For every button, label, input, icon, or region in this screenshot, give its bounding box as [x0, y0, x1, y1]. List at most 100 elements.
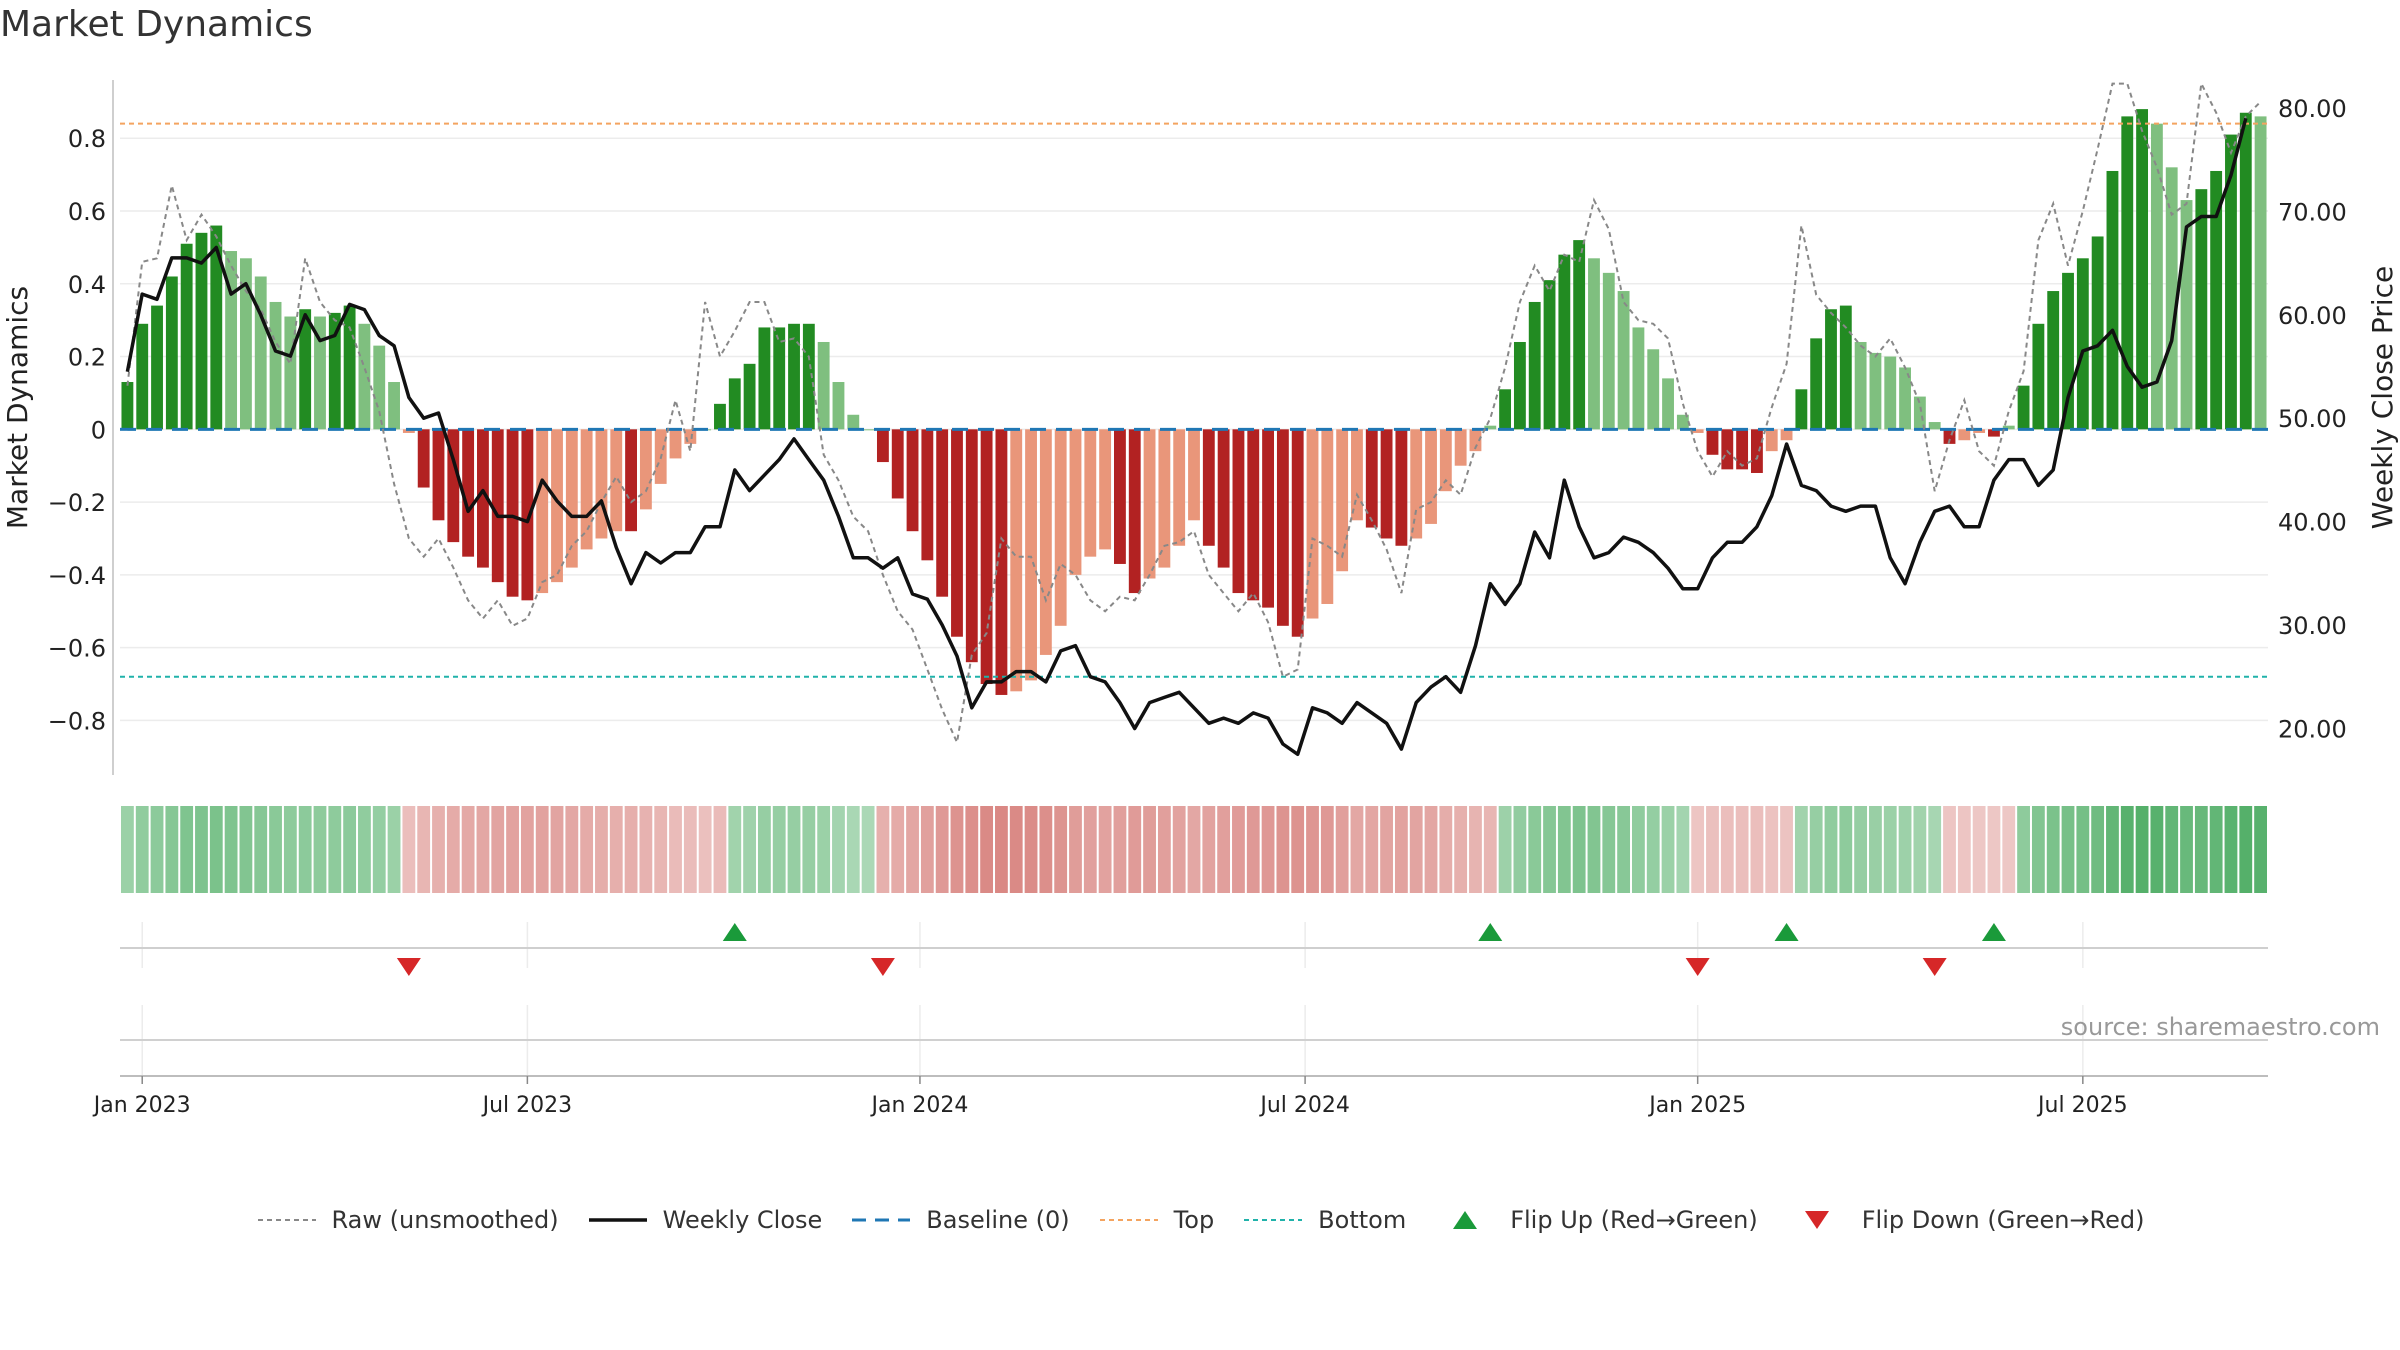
left-tick-label: −0.6 — [48, 635, 106, 663]
regime-cell — [2180, 806, 2193, 893]
regime-cell — [1632, 806, 1645, 893]
dynamics-bar — [210, 225, 223, 430]
regime-cell — [1854, 806, 1868, 893]
regime-cell — [832, 806, 845, 893]
left-tick-label: 0 — [91, 416, 106, 444]
legend-label-bottom: Bottom — [1318, 1206, 1407, 1234]
series-lines — [120, 80, 2268, 757]
regime-cell — [1365, 806, 1379, 893]
dynamics-bar — [1913, 396, 1926, 430]
regime-cell — [2239, 806, 2253, 893]
regime-cell — [520, 806, 534, 893]
dynamics-bar — [1410, 429, 1423, 539]
dynamics-bar — [1247, 429, 1260, 601]
regime-cell — [728, 806, 742, 893]
flip-up-marker — [1981, 923, 2006, 941]
regime-cell — [1617, 806, 1631, 893]
regime-cell — [506, 806, 519, 893]
regime-cell — [1439, 806, 1453, 893]
regime-cell — [1172, 806, 1186, 893]
regime-cell — [1291, 806, 1305, 893]
dynamics-bar — [1262, 429, 1274, 608]
dynamics-bar — [669, 429, 682, 459]
dynamics-bar — [862, 429, 875, 431]
x-tick-label: Jan 2023 — [92, 1093, 191, 1118]
dynamics-bar — [1276, 429, 1289, 626]
flip-up-marker — [722, 923, 747, 941]
regime-cell — [1217, 806, 1231, 893]
dynamics-bar — [1839, 305, 1852, 430]
left-tick-label: 0.2 — [68, 344, 106, 372]
dynamics-bar — [1676, 414, 1689, 430]
legend-swatch-bottom — [1244, 1219, 1303, 1221]
dynamics-bar — [876, 429, 889, 463]
left-axis-title: Market Dynamics — [1, 286, 34, 529]
legend-item-close: Weekly Close — [587, 1206, 822, 1234]
regime-cell — [1987, 806, 2001, 893]
regime-cell — [1543, 806, 1556, 893]
x-tick-label: Jan 2024 — [869, 1093, 968, 1118]
dynamics-bar — [2254, 116, 2267, 430]
dynamics-bar — [1602, 272, 1615, 430]
regime-cell — [2194, 806, 2208, 893]
regime-cell — [1780, 806, 1793, 893]
dynamics-bar — [358, 323, 371, 430]
regime-cell — [1602, 806, 1616, 893]
regime-cell — [1809, 806, 1823, 893]
regime-cell — [1972, 806, 1986, 893]
source-label: source: sharemaestro.com — [2060, 1013, 2380, 1041]
right-tick-label: 70.00 — [2278, 198, 2347, 226]
regime-cell — [1661, 806, 1675, 893]
regime-cell — [417, 806, 431, 893]
regime-cell — [1306, 806, 1319, 893]
dynamics-bar — [1365, 429, 1378, 528]
dynamics-bar — [595, 429, 608, 539]
dynamics-bar — [1825, 309, 1837, 430]
dynamics-bar — [847, 414, 860, 430]
dynamics-bar — [1573, 240, 1586, 430]
left-tick-label: −0.2 — [48, 489, 106, 517]
dynamics-bar — [1306, 429, 1319, 619]
dynamics-bar — [2136, 109, 2149, 430]
dynamics-bar — [1395, 429, 1408, 546]
regime-cell — [1720, 806, 1734, 893]
regime-cell — [846, 806, 860, 893]
regime-cell — [713, 806, 727, 893]
legend-item-raw: Raw (unsmoothed) — [256, 1206, 559, 1234]
dynamics-bar — [165, 276, 178, 430]
regime-cell — [1039, 806, 1053, 893]
dynamics-bar — [1928, 422, 1941, 430]
left-tick-label: −0.8 — [48, 707, 106, 735]
dynamics-bar — [2195, 189, 2208, 430]
regime-cell — [995, 806, 1008, 893]
dynamics-bar — [891, 429, 904, 499]
dynamics-bar — [1232, 429, 1245, 594]
regime-cell — [1691, 806, 1705, 893]
page-title: Market Dynamics — [0, 4, 313, 45]
dynamics-bar — [1647, 349, 1660, 430]
regime-cell — [2017, 806, 2030, 893]
dynamics-bar — [2047, 291, 2060, 430]
regime-cell — [609, 806, 623, 893]
dynamics-bar — [1543, 280, 1556, 430]
regime-cell — [2061, 806, 2075, 893]
regime-cell — [446, 806, 460, 893]
regime-cell — [1898, 806, 1912, 893]
dynamics-bar — [684, 429, 697, 444]
regime-cell — [343, 806, 357, 893]
right-axis-title: Weekly Close Price — [2366, 266, 2399, 529]
flip-up-marker — [1774, 923, 1799, 941]
regime-cell — [1869, 806, 1882, 893]
dynamics-bar — [402, 429, 415, 433]
dynamics-bar — [610, 429, 623, 532]
legend-item-baseline: Baseline (0) — [850, 1206, 1070, 1234]
dynamics-bar — [1084, 429, 1097, 557]
regime-cell — [1424, 806, 1438, 893]
dynamics-bar — [254, 276, 267, 430]
regime-cell — [1069, 806, 1082, 893]
regime-cell — [1765, 806, 1779, 893]
regime-cell — [1157, 806, 1171, 893]
dynamics-bar — [328, 312, 341, 430]
dynamics-bar — [373, 345, 386, 430]
dynamics-bar — [1617, 291, 1630, 430]
